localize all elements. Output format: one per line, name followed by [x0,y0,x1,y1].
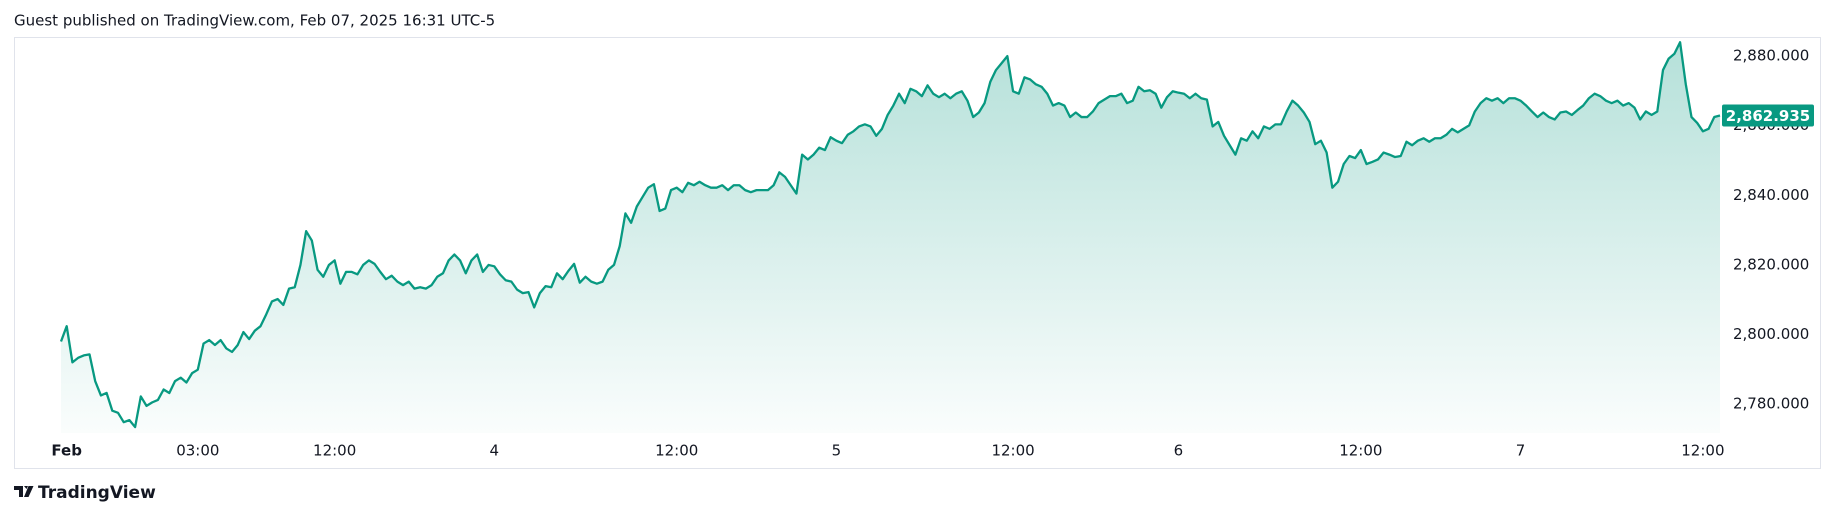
x-tick-label: 12:00 [1339,442,1382,460]
chart-frame [14,37,1821,469]
x-tick-label: 12:00 [313,442,356,460]
y-tick-label: 2,820.000 [1733,255,1809,273]
x-tick-label: 12:00 [991,442,1034,460]
x-tick-label: 7 [1516,442,1526,460]
y-tick-label: 2,880.000 [1733,47,1809,65]
plot-area: 2,780.000 2,800.000 2,820.000 2,840.000 2,86… [51,41,1814,460]
y-tick-label: 2,800.000 [1733,325,1809,343]
x-tick-label: 03:00 [176,442,219,460]
x-tick-label: Feb [51,442,82,460]
x-tick-label: 12:00 [655,442,698,460]
x-tick-label: 6 [1174,442,1184,460]
last-price-label: 2,862.935 [1726,107,1810,125]
y-tick-label: 2,780.000 [1733,395,1809,413]
last-price-box [1722,104,1814,127]
x-tick-label: 5 [832,442,842,460]
y-tick-label: 2,840.000 [1733,186,1809,204]
logo [14,486,34,497]
area-fill [61,42,1720,433]
header: Guest published on TradingView.com, Feb … [14,12,495,30]
logo-icon [14,486,34,497]
price-line [59,41,1721,429]
footer: TradingView [38,483,156,503]
x-tick-label: 12:00 [1681,442,1724,460]
x-tick-label: 4 [490,442,500,460]
